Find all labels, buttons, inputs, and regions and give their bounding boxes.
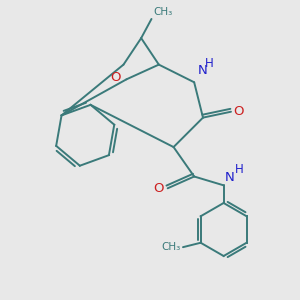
Text: CH₃: CH₃: [153, 7, 172, 16]
Text: O: O: [111, 71, 121, 84]
Text: O: O: [233, 105, 244, 118]
Text: N: N: [225, 171, 235, 184]
Text: H: H: [206, 57, 214, 70]
Text: O: O: [154, 182, 164, 195]
Text: H: H: [235, 163, 244, 176]
Text: CH₃: CH₃: [161, 242, 181, 252]
Text: N: N: [198, 64, 208, 77]
